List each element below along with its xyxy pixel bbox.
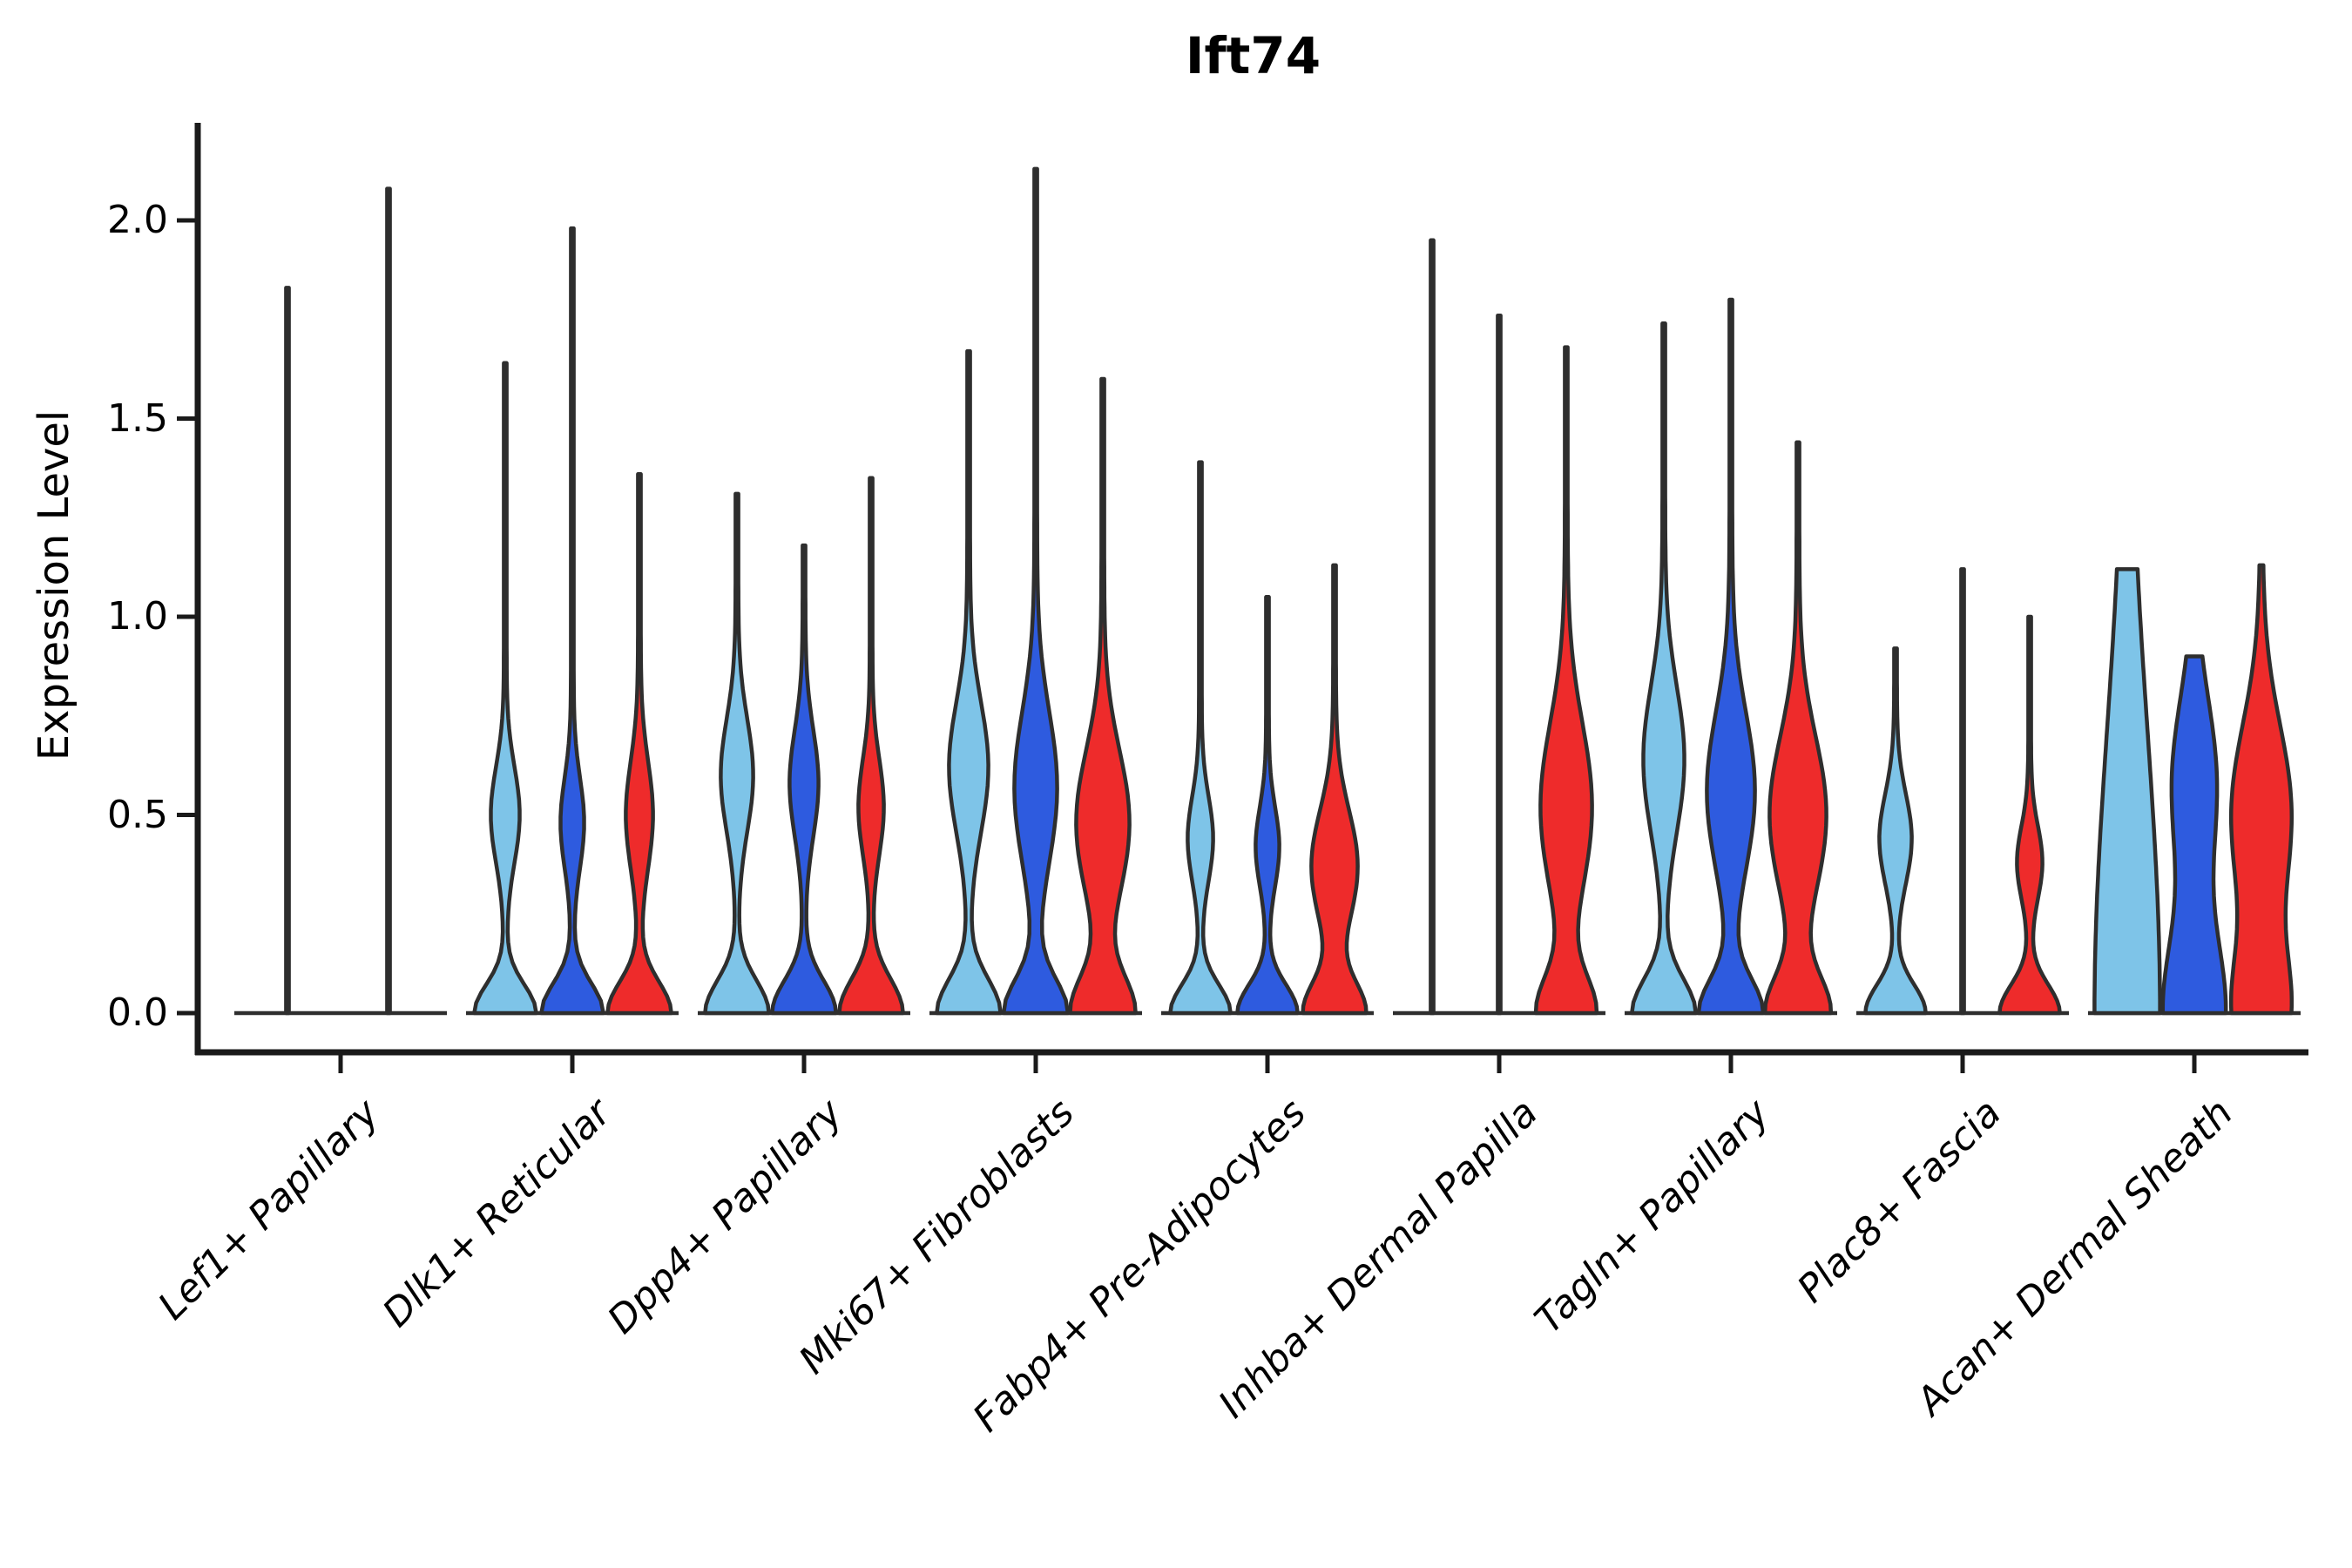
violin-6-series-2-blue xyxy=(1496,313,1503,1016)
violin-7-series-2-blue xyxy=(1696,297,1766,1016)
violin-2-series-2-blue xyxy=(539,226,605,1016)
y-tick-label-1.5: 1.5 xyxy=(107,395,168,441)
violin-5-series-1-lightblue xyxy=(1168,460,1233,1016)
violin-9-series-1-lightblue xyxy=(2092,567,2162,1016)
violin-4-series-1-lightblue xyxy=(935,348,1003,1016)
violin-1-series-2-blue xyxy=(385,186,392,1016)
violin-7-series-1-lightblue xyxy=(1630,321,1698,1016)
violin-8-series-3-red xyxy=(1997,614,2062,1016)
violin-1-series-1-lightblue xyxy=(284,286,291,1016)
y-tick-label-0.0: 0.0 xyxy=(107,990,168,1035)
plot-title: Ift74 xyxy=(1185,26,1321,85)
y-tick-label-0.5: 0.5 xyxy=(107,792,168,837)
y-tick-label-1.0: 1.0 xyxy=(107,594,168,639)
violin-5-series-2-blue xyxy=(1235,595,1300,1016)
violin-2-series-3-red xyxy=(605,471,673,1016)
violin-8-series-1-lightblue xyxy=(1863,646,1928,1016)
violin-6-series-1-lightblue xyxy=(1429,238,1436,1016)
violin-2-series-1-lightblue xyxy=(472,361,538,1016)
violin-9-series-3-red xyxy=(2228,563,2295,1016)
violin-4-series-3-red xyxy=(1068,376,1138,1016)
violin-6-series-3-red xyxy=(1533,345,1599,1016)
y-tick-label-2.0: 2.0 xyxy=(107,198,168,242)
violin-4-series-2-blue xyxy=(1001,166,1071,1016)
violin-3-series-3-red xyxy=(837,476,905,1016)
violin-7-series-3-red xyxy=(1762,440,1834,1016)
violin-5-series-3-red xyxy=(1301,563,1369,1016)
violin-3-series-2-blue xyxy=(770,543,838,1016)
violin-8-series-2-blue xyxy=(1959,567,1966,1016)
violin-9-series-2-blue xyxy=(2160,654,2228,1016)
violin-3-series-1-lightblue xyxy=(703,491,771,1016)
